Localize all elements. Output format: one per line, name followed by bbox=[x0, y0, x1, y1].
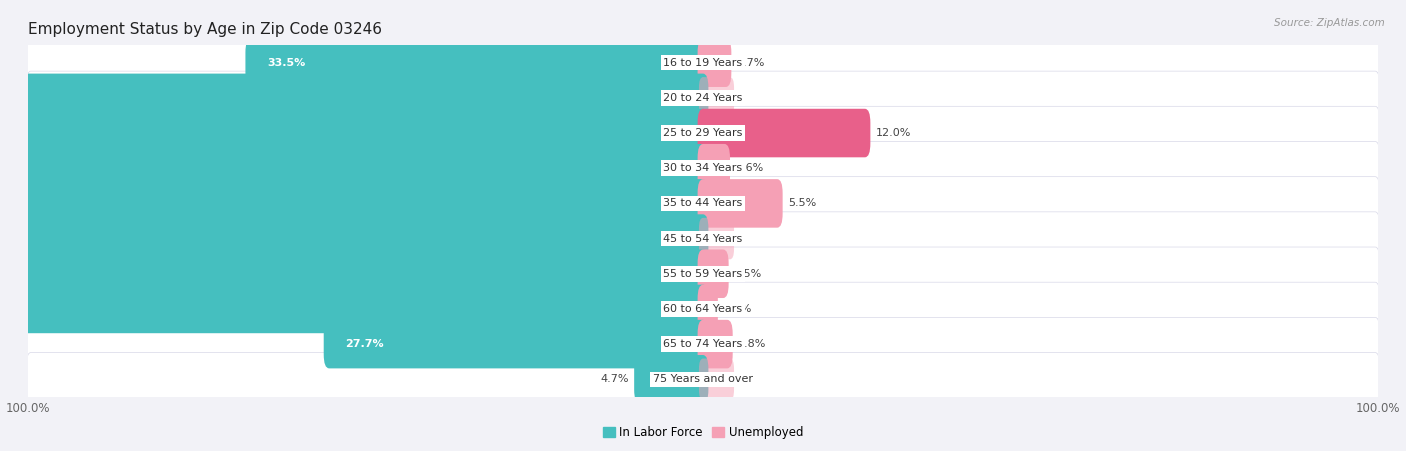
FancyBboxPatch shape bbox=[27, 212, 1379, 265]
Text: 1.5%: 1.5% bbox=[734, 269, 762, 279]
Text: 25 to 29 Years: 25 to 29 Years bbox=[664, 128, 742, 138]
FancyBboxPatch shape bbox=[27, 318, 1379, 371]
Text: 1.6%: 1.6% bbox=[735, 163, 763, 173]
Text: 1.8%: 1.8% bbox=[738, 339, 766, 349]
FancyBboxPatch shape bbox=[697, 249, 728, 298]
Text: 27.7%: 27.7% bbox=[346, 339, 384, 349]
FancyBboxPatch shape bbox=[697, 285, 718, 333]
Text: Source: ZipAtlas.com: Source: ZipAtlas.com bbox=[1274, 18, 1385, 28]
Text: 30 to 34 Years: 30 to 34 Years bbox=[664, 163, 742, 173]
FancyBboxPatch shape bbox=[0, 285, 709, 333]
FancyBboxPatch shape bbox=[0, 74, 709, 122]
FancyBboxPatch shape bbox=[697, 109, 870, 157]
FancyBboxPatch shape bbox=[27, 353, 1379, 406]
FancyBboxPatch shape bbox=[0, 214, 709, 263]
Text: 0.0%: 0.0% bbox=[714, 234, 742, 244]
Text: 0.7%: 0.7% bbox=[723, 304, 752, 314]
FancyBboxPatch shape bbox=[27, 71, 1379, 124]
Text: 33.5%: 33.5% bbox=[267, 58, 305, 68]
FancyBboxPatch shape bbox=[27, 106, 1379, 160]
FancyBboxPatch shape bbox=[0, 109, 709, 157]
Text: 0.0%: 0.0% bbox=[714, 93, 742, 103]
FancyBboxPatch shape bbox=[27, 247, 1379, 300]
Text: 12.0%: 12.0% bbox=[876, 128, 911, 138]
FancyBboxPatch shape bbox=[0, 144, 709, 193]
FancyBboxPatch shape bbox=[697, 38, 731, 87]
Text: 75 Years and over: 75 Years and over bbox=[652, 374, 754, 384]
Legend: In Labor Force, Unemployed: In Labor Force, Unemployed bbox=[598, 421, 808, 444]
FancyBboxPatch shape bbox=[27, 36, 1379, 89]
Text: 1.7%: 1.7% bbox=[737, 58, 765, 68]
FancyBboxPatch shape bbox=[323, 320, 709, 368]
FancyBboxPatch shape bbox=[27, 142, 1379, 195]
FancyBboxPatch shape bbox=[697, 320, 733, 368]
FancyBboxPatch shape bbox=[697, 179, 783, 228]
Text: 16 to 19 Years: 16 to 19 Years bbox=[664, 58, 742, 68]
Text: 45 to 54 Years: 45 to 54 Years bbox=[664, 234, 742, 244]
Text: 0.0%: 0.0% bbox=[714, 374, 742, 384]
Text: 35 to 44 Years: 35 to 44 Years bbox=[664, 198, 742, 208]
FancyBboxPatch shape bbox=[699, 359, 734, 400]
Text: 55 to 59 Years: 55 to 59 Years bbox=[664, 269, 742, 279]
Text: 4.7%: 4.7% bbox=[600, 374, 628, 384]
FancyBboxPatch shape bbox=[27, 177, 1379, 230]
FancyBboxPatch shape bbox=[0, 179, 709, 228]
Text: 65 to 74 Years: 65 to 74 Years bbox=[664, 339, 742, 349]
FancyBboxPatch shape bbox=[699, 77, 734, 119]
FancyBboxPatch shape bbox=[634, 355, 709, 404]
FancyBboxPatch shape bbox=[0, 249, 709, 298]
Text: Employment Status by Age in Zip Code 03246: Employment Status by Age in Zip Code 032… bbox=[28, 22, 382, 37]
Text: 60 to 64 Years: 60 to 64 Years bbox=[664, 304, 742, 314]
FancyBboxPatch shape bbox=[697, 144, 730, 193]
FancyBboxPatch shape bbox=[246, 38, 709, 87]
FancyBboxPatch shape bbox=[699, 218, 734, 259]
Text: 5.5%: 5.5% bbox=[787, 198, 817, 208]
Text: 20 to 24 Years: 20 to 24 Years bbox=[664, 93, 742, 103]
FancyBboxPatch shape bbox=[27, 282, 1379, 336]
